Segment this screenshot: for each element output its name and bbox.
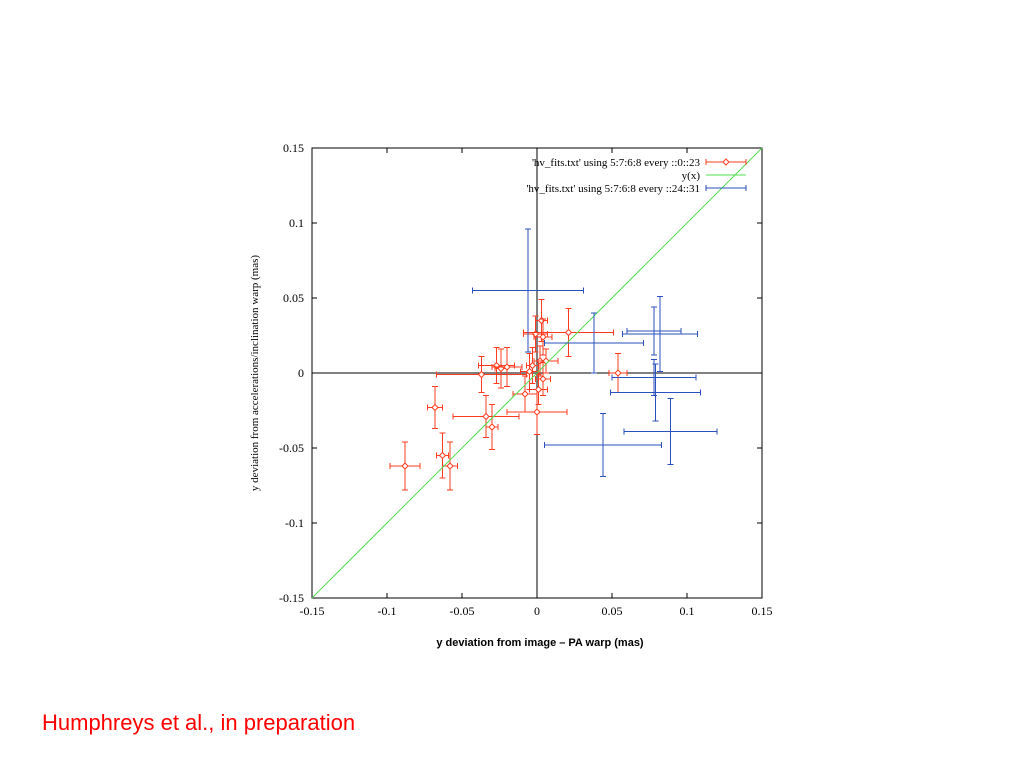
diamond-marker bbox=[534, 385, 543, 394]
data-point bbox=[623, 398, 718, 465]
x-tick-label: -0.05 bbox=[450, 604, 475, 618]
diamond-marker bbox=[477, 370, 486, 379]
legend-swatch bbox=[705, 185, 747, 191]
x-tick-label: 0.15 bbox=[752, 604, 773, 618]
diamond-marker bbox=[564, 328, 573, 337]
x-tick-label: 0.1 bbox=[680, 604, 695, 618]
x-tick-label: -0.15 bbox=[300, 604, 325, 618]
diamond-marker bbox=[539, 375, 547, 383]
series-layer bbox=[311, 147, 763, 599]
x-tick-label: 0.05 bbox=[602, 604, 623, 618]
data-point bbox=[535, 362, 551, 396]
y-tick-label: -0.1 bbox=[285, 516, 304, 530]
diamond-marker bbox=[446, 462, 454, 470]
y-tick-label: 0.15 bbox=[283, 141, 304, 155]
data-point bbox=[533, 348, 559, 374]
y-tick-label: -0.05 bbox=[279, 441, 304, 455]
data-point bbox=[436, 356, 527, 393]
data-point bbox=[485, 404, 499, 450]
data-point bbox=[622, 296, 698, 372]
credit-text: Humphreys et al., in preparation bbox=[42, 710, 356, 735]
diamond-marker bbox=[537, 316, 546, 325]
y-tick-label: -0.15 bbox=[279, 591, 304, 605]
y-tick-label: 0.1 bbox=[289, 216, 304, 230]
legend: 'hv_fits.txt' using 5:7:6:8 every ::0::2… bbox=[526, 157, 747, 195]
y-tick-label: 0.05 bbox=[283, 291, 304, 305]
data-point bbox=[626, 306, 682, 356]
data-point bbox=[452, 395, 520, 438]
data-point bbox=[491, 347, 523, 387]
data-point bbox=[442, 441, 458, 491]
diamond-marker bbox=[482, 412, 490, 421]
diamond-marker bbox=[503, 363, 511, 371]
data-point bbox=[611, 359, 697, 396]
data-point bbox=[544, 312, 644, 374]
y-axis-label: y deviation from accelerations/inclinati… bbox=[249, 255, 261, 491]
diamond-marker bbox=[539, 333, 547, 341]
identity-line bbox=[311, 147, 763, 599]
data-point bbox=[472, 228, 584, 353]
data-point bbox=[544, 413, 662, 477]
x-tick-label: 0 bbox=[534, 604, 540, 618]
diamond-marker bbox=[431, 403, 439, 412]
diamond-marker bbox=[521, 390, 529, 398]
data-point bbox=[608, 353, 628, 393]
diamond-marker bbox=[542, 357, 550, 365]
data-point bbox=[389, 441, 421, 491]
diamond-marker bbox=[401, 462, 409, 470]
series-0 bbox=[389, 299, 628, 491]
data-point bbox=[436, 432, 449, 479]
diamond-marker bbox=[488, 423, 496, 431]
legend-label: 'hv_fits.txt' using 5:7:6:8 every ::0::2… bbox=[532, 157, 701, 169]
data-point bbox=[427, 386, 443, 429]
axis-ticks: -0.15 -0.1 -0.05 0 0.05 0.1 0.15 0.15 0.1 0.05 0 -0… bbox=[279, 141, 773, 618]
data-point bbox=[506, 389, 568, 435]
diamond-marker bbox=[531, 330, 540, 338]
x-tick-label: -0.1 bbox=[378, 604, 397, 618]
legend-swatch bbox=[705, 158, 747, 166]
legend-label: 'hv_fits.txt' using 5:7:6:8 every ::24::… bbox=[526, 183, 700, 195]
y-tick-label: 0 bbox=[298, 366, 304, 380]
diamond-marker bbox=[614, 369, 622, 377]
data-point bbox=[520, 353, 539, 390]
diamond-marker bbox=[438, 451, 447, 460]
legend-label: y(x) bbox=[682, 170, 701, 182]
series-2 bbox=[472, 228, 718, 477]
legend-swatch-marker bbox=[722, 158, 730, 166]
data-point bbox=[523, 308, 614, 357]
diamond-marker bbox=[533, 408, 541, 416]
diamond-marker bbox=[525, 367, 534, 376]
diamond-marker bbox=[528, 361, 537, 370]
x-axis-label: y deviation from image – PA warp (mas) bbox=[436, 637, 644, 649]
data-point bbox=[610, 363, 701, 422]
